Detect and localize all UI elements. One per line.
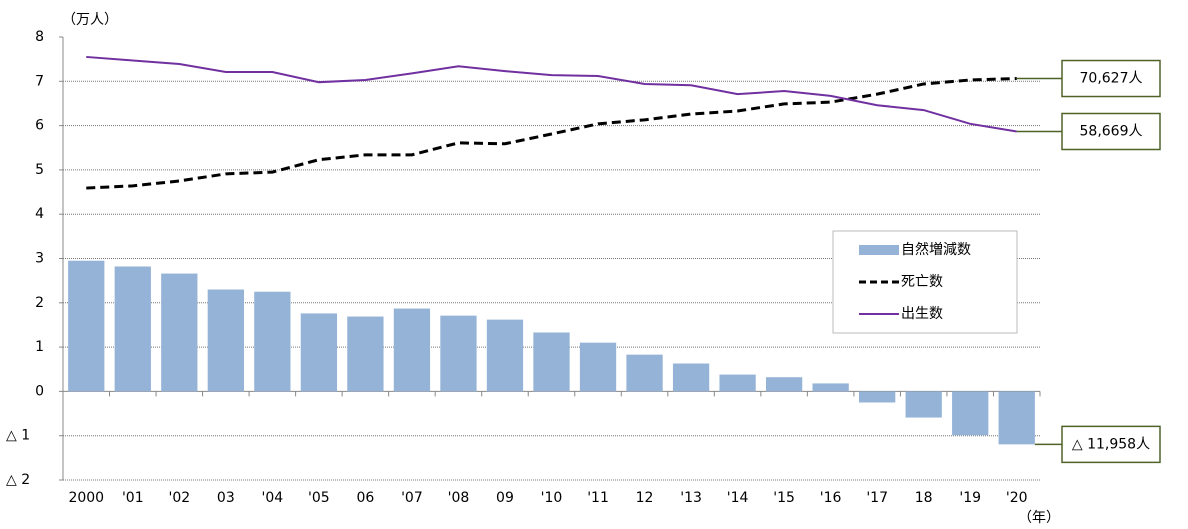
y-tick-label: 0 (35, 383, 44, 399)
y-tick-label: △ 2 (6, 472, 30, 488)
callout-box (1061, 59, 1161, 98)
x-tick-label: '13 (680, 490, 702, 506)
y-tick-label: 6 (35, 118, 44, 134)
y-tick-label: 3 (35, 251, 44, 267)
bar (533, 332, 570, 392)
y-tick-label: 8 (35, 29, 44, 45)
x-tick-label: 09 (496, 490, 514, 506)
bar (207, 289, 244, 392)
x-tick-label: '04 (262, 490, 284, 506)
bar (626, 354, 663, 392)
x-tick-label: 06 (356, 490, 374, 506)
x-tick-label: '10 (541, 490, 563, 506)
bar (300, 313, 338, 392)
bar (347, 316, 384, 392)
x-tick-label: '08 (448, 490, 470, 506)
bar (812, 383, 849, 392)
y-tick-label: △ 1 (6, 428, 30, 444)
legend-swatch (859, 245, 899, 255)
x-tick-label: '20 (1006, 490, 1028, 506)
y-tick-label: 7 (35, 73, 44, 89)
bar (765, 377, 803, 392)
callout-box (1061, 425, 1161, 464)
bar (719, 374, 756, 392)
x-tick-label: '15 (773, 490, 795, 506)
callout-label: △ 11,958人 (1072, 436, 1150, 452)
x-tick-label: 12 (636, 490, 654, 506)
bar (905, 391, 942, 418)
bar (672, 363, 710, 392)
callout-box (1061, 112, 1161, 151)
legend-label: 出生数 (901, 306, 943, 322)
x-tick-label: '02 (168, 490, 190, 506)
x-tick-label: 18 (915, 490, 933, 506)
x-tick-label: 03 (217, 490, 235, 506)
x-unit: （年） (1018, 510, 1060, 526)
bar (486, 319, 524, 392)
bar (254, 291, 291, 392)
legend-label: 自然増減数 (901, 241, 971, 258)
y-unit: （万人） (62, 12, 118, 28)
y-tick-label: 4 (35, 206, 44, 222)
bar (440, 315, 477, 392)
bar (859, 391, 896, 403)
y-tick-label: 5 (35, 162, 44, 178)
bar (114, 266, 151, 392)
y-tick-label: 1 (35, 339, 44, 355)
x-tick-label: '16 (820, 490, 842, 506)
callout-label: 70,627人 (1080, 71, 1143, 87)
x-tick-label: 2000 (68, 490, 104, 506)
bar (161, 273, 198, 392)
bar (998, 391, 1035, 445)
x-tick-label: '14 (727, 490, 749, 506)
x-tick-label: '05 (308, 490, 330, 506)
y-tick-label: 2 (35, 295, 44, 311)
bar (952, 391, 989, 436)
line (86, 77, 1017, 190)
x-tick-label: '19 (959, 490, 981, 506)
bar (579, 342, 617, 392)
line (86, 55, 1017, 133)
x-tick-label: '07 (401, 490, 423, 506)
callout-label: 58,669人 (1080, 123, 1143, 139)
bar (68, 260, 105, 392)
legend-label: 死亡数 (901, 274, 943, 290)
bar (393, 308, 431, 392)
x-tick-label: '01 (122, 490, 144, 506)
x-tick-label: '17 (866, 490, 888, 506)
x-tick-label: '11 (587, 490, 609, 506)
